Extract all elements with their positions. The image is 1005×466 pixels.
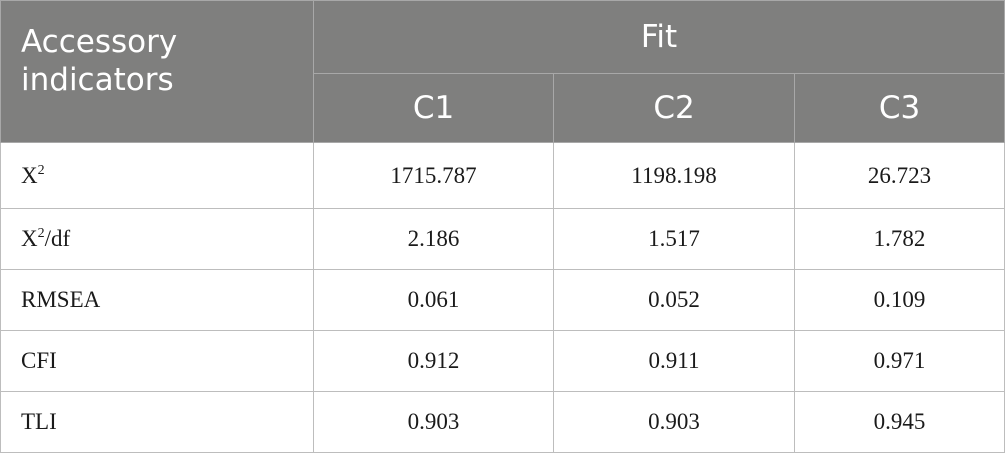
cell-c2: 0.052 (553, 269, 795, 331)
header-c1: C1 (313, 73, 554, 143)
row-label: TLI (0, 391, 314, 453)
cell-c2: 1198.198 (553, 142, 795, 209)
row-label-text: TLI (21, 409, 57, 434)
header-c2: C2 (553, 73, 795, 143)
cell-c2: 1.517 (553, 208, 795, 270)
row-label: X2 (0, 142, 314, 209)
header-row-group: Accessory indicators Fit (0, 0, 1005, 143)
header-fit-group: Fit (312, 0, 1005, 74)
header-accessory-indicators: Accessory indicators (0, 0, 314, 143)
row-label-superscript: 2 (37, 162, 45, 178)
cell-c1: 0.061 (313, 269, 554, 331)
row-label-text: X (21, 162, 38, 188)
table-row-x2-df: X2/df 2.186 1.517 1.782 (0, 208, 1005, 270)
row-label-superscript: 2 (37, 226, 45, 241)
row-label-text: X (21, 226, 38, 251)
cell-c1: 0.903 (313, 391, 554, 453)
cell-c1: 0.912 (313, 330, 554, 392)
row-label-text: CFI (21, 348, 57, 373)
cell-c2: 0.903 (553, 391, 795, 453)
table-header: Accessory indicators Fit C1 C2 C3 (0, 0, 1005, 143)
header-c3: C3 (793, 73, 1005, 143)
table-row-x2: X2 1715.787 1198.198 26.723 (0, 142, 1005, 209)
cell-c3: 0.109 (793, 269, 1005, 331)
cell-c1: 2.186 (313, 208, 554, 270)
row-label: RMSEA (0, 269, 314, 331)
row-label: CFI (0, 330, 314, 392)
table-row-tli: TLI 0.903 0.903 0.945 (0, 391, 1005, 453)
table-body: X2 1715.787 1198.198 26.723 X2/df 2.186 … (0, 142, 1005, 453)
table-row-rmsea: RMSEA 0.061 0.052 0.109 (0, 269, 1005, 331)
fit-indices-table: Accessory indicators Fit C1 C2 C3 X2 171… (0, 0, 1005, 453)
cell-c2: 0.911 (553, 330, 795, 392)
cell-c3: 1.782 (793, 208, 1005, 270)
cell-c1: 1715.787 (313, 142, 554, 209)
row-label: X2/df (0, 208, 314, 270)
cell-c3: 26.723 (793, 142, 1005, 209)
row-label-text: RMSEA (21, 287, 101, 312)
cell-c3: 0.945 (793, 391, 1005, 453)
table-row-cfi: CFI 0.912 0.911 0.971 (0, 330, 1005, 392)
cell-c3: 0.971 (793, 330, 1005, 392)
header-row-columns: C1 C2 C3 (1, 73, 1005, 143)
row-label-suffix: /df (44, 226, 71, 251)
